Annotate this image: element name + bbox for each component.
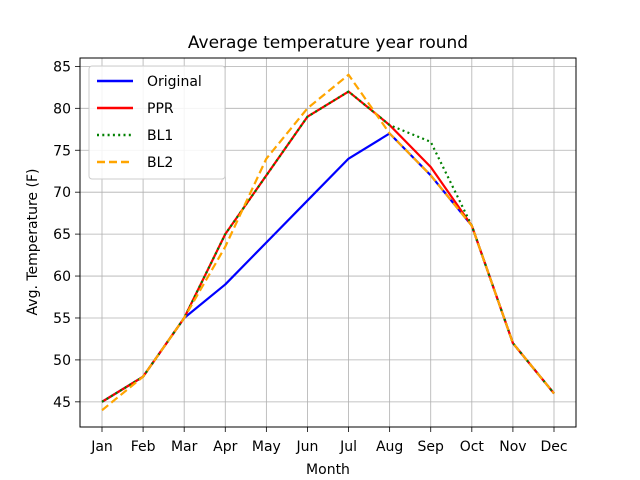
x-tick-label: Apr [213,439,237,455]
y-tick-label: 80 [53,101,71,117]
x-tick-label: Oct [460,439,485,455]
x-tick-label: Jan [90,439,113,455]
legend-label-original: Original [147,74,202,90]
x-tick-label: Aug [376,439,403,455]
legend-label-ppr: PPR [147,101,174,117]
chart-title: Average temperature year round [188,33,468,53]
x-tick-label: Nov [499,439,526,455]
y-tick-label: 60 [53,269,71,285]
y-tick-label: 50 [53,353,71,369]
y-tick-label: 65 [53,227,71,243]
y-tick-label: 75 [53,143,71,159]
x-tick-label: Feb [131,439,156,455]
series-line-bl2 [101,73,555,412]
x-tick-label: Mar [171,439,198,455]
legend: Original PPR BL1 BL2 [88,65,226,180]
plot-frame [79,57,577,428]
y-tick-label: 70 [53,185,71,201]
y-tick-label: 55 [53,311,71,327]
x-tick-label: Dec [540,439,567,455]
legend-box [88,65,226,180]
x-axis-title: Month [306,462,350,478]
y-tick-label: 85 [53,59,71,75]
legend-label-bl1: BL1 [147,128,173,144]
x-tick-label: Sep [418,439,445,455]
x-tick-label: Jul [339,439,357,455]
x-tick-label: Jun [296,439,319,455]
y-tick-label: 45 [53,395,71,411]
y-axis-title: Avg. Temperature (F) [25,169,41,316]
x-tick-label: May [252,439,281,455]
legend-label-bl2: BL2 [147,155,173,171]
